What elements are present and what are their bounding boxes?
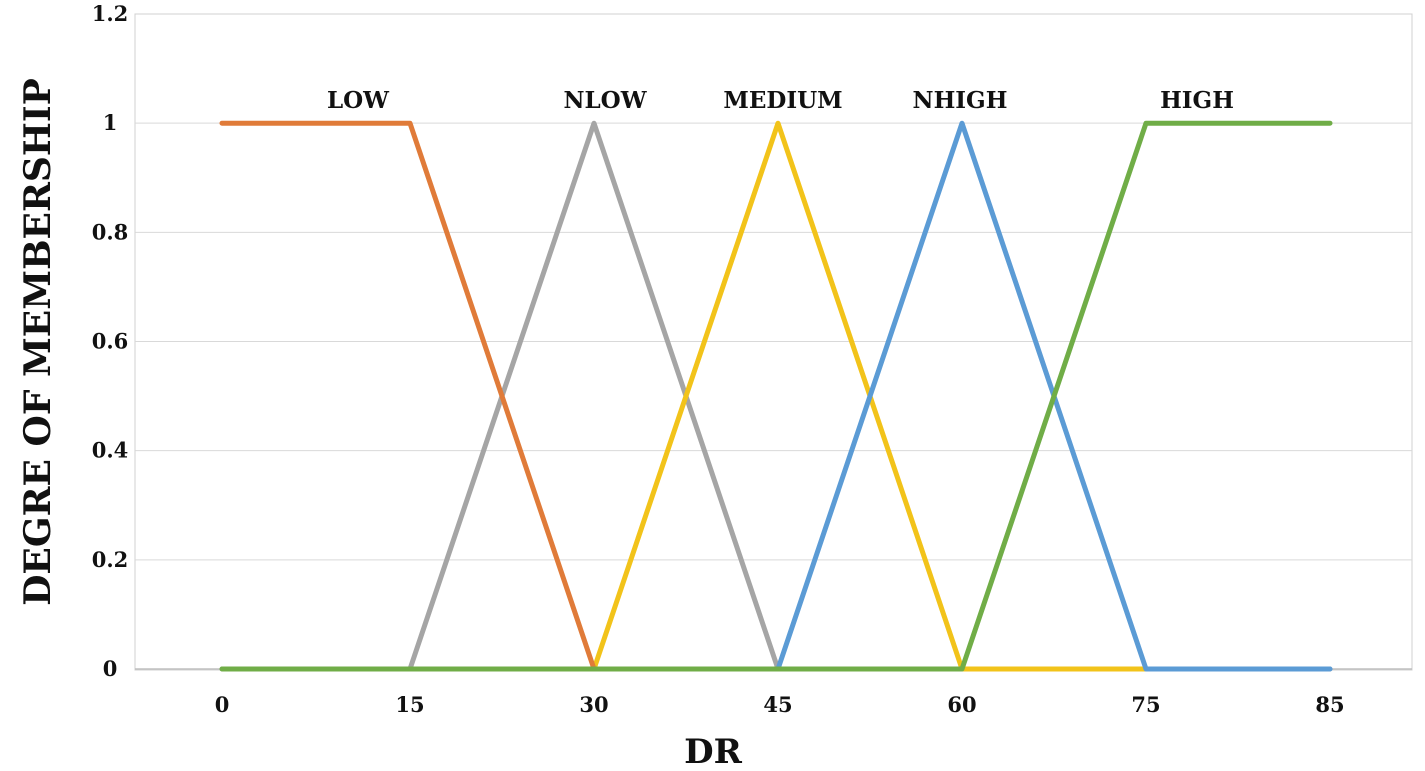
x-tick-label: 30: [579, 692, 608, 717]
x-tick-label: 85: [1315, 692, 1344, 717]
y-tick-label: 1: [103, 110, 118, 135]
series-label-nhigh: NHIGH: [913, 87, 1008, 114]
y-axis-title: DEGRE OF MEMBERSHIP: [17, 78, 59, 606]
x-tick-label: 15: [395, 692, 424, 717]
series-label-nlow: NLOW: [563, 87, 647, 114]
y-tick-label: 0.2: [92, 547, 129, 572]
series-label-medium: MEDIUM: [723, 87, 842, 114]
series-lines: [219, 120, 1333, 672]
series-line-low: [219, 120, 597, 672]
series-labels: LOW NLOW MEDIUM NHIGH HIGH: [327, 87, 1234, 114]
series-line-high: [219, 120, 1333, 672]
y-axis-ticks: 0 0.2 0.4 0.6 0.8 1 1.2: [92, 1, 129, 681]
x-axis-title: DR: [684, 732, 742, 771]
series-label-high: HIGH: [1160, 87, 1234, 114]
x-tick-label: 75: [1131, 692, 1160, 717]
x-tick-label: 0: [215, 692, 230, 717]
y-tick-label: 0: [103, 656, 118, 681]
y-tick-label: 0.8: [92, 219, 129, 244]
x-tick-label: 60: [947, 692, 976, 717]
x-axis-ticks: 0 15 30 45 60 75 85: [215, 692, 1345, 717]
series-label-low: LOW: [327, 87, 390, 114]
y-tick-label: 0.6: [92, 329, 129, 354]
y-tick-label: 0.4: [92, 438, 129, 463]
y-tick-label: 1.2: [92, 1, 129, 26]
x-tick-label: 45: [763, 692, 792, 717]
